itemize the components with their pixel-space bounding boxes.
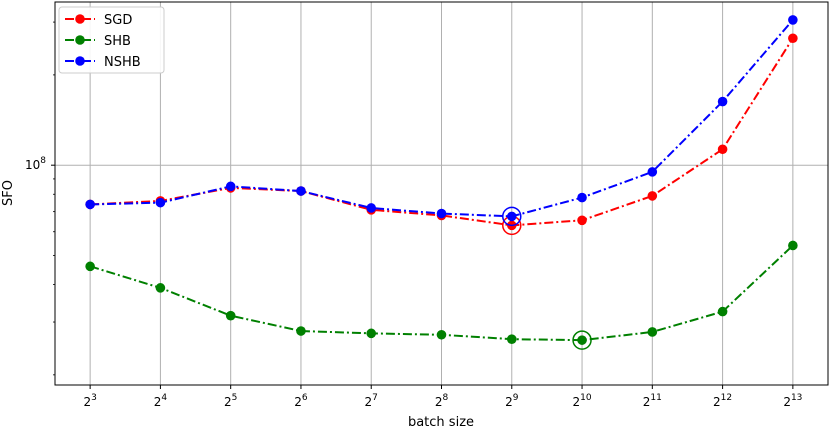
- x-tick-base: 2: [365, 395, 373, 409]
- x-tick-label: 212: [713, 393, 732, 409]
- legend-marker-shb: [75, 35, 85, 45]
- y-axis-label: SFO: [1, 180, 16, 206]
- x-tick-label: 210: [572, 393, 591, 409]
- data-point-sgd: [788, 33, 798, 44]
- data-point-nshb: [788, 15, 798, 25]
- data-point-shb: [506, 334, 517, 344]
- series-layer: [85, 15, 798, 350]
- x-tick-exponent: 9: [513, 393, 519, 403]
- x-tick-label: 29: [505, 393, 519, 409]
- x-tick-exponent: 12: [721, 393, 732, 403]
- x-tick-exponent: 6: [302, 393, 308, 403]
- x-tick-base: 2: [643, 395, 651, 409]
- data-point-shb: [788, 240, 798, 251]
- x-tick-label: 28: [435, 393, 449, 409]
- x-tick-label: 25: [224, 393, 237, 409]
- x-tick-base: 2: [783, 395, 791, 409]
- x-tick-base: 2: [713, 395, 721, 409]
- data-point-nshb: [85, 199, 95, 210]
- x-tick-exponent: 4: [161, 393, 167, 403]
- x-tick-label: 24: [154, 393, 168, 409]
- legend-label-nshb: NSHB: [104, 55, 141, 70]
- data-point-nshb: [436, 208, 447, 219]
- data-point-nshb: [577, 192, 587, 203]
- legend-marker-sgd: [75, 14, 85, 24]
- data-point-nshb: [717, 96, 728, 107]
- data-point-shb: [436, 329, 447, 340]
- x-tick-base: 2: [505, 395, 513, 409]
- data-point-shb: [296, 326, 306, 336]
- data-point-nshb: [506, 211, 517, 222]
- x-tick-base: 2: [294, 395, 302, 409]
- x-tick-base: 2: [435, 395, 443, 409]
- data-point-shb: [717, 306, 728, 317]
- x-tick-exponent: 5: [232, 393, 238, 403]
- data-point-nshb: [225, 181, 236, 192]
- x-tick-exponent: 7: [372, 393, 378, 403]
- legend-label-sgd: SGD: [104, 13, 132, 28]
- data-point-shb: [366, 328, 377, 339]
- data-point-sgd: [717, 144, 728, 155]
- data-point-sgd: [577, 215, 587, 226]
- x-tick-label: 26: [294, 393, 308, 409]
- data-point-nshb: [366, 203, 377, 213]
- grid: [55, 2, 828, 385]
- x-tick-exponent: 10: [580, 393, 592, 403]
- data-point-nshb: [647, 167, 658, 177]
- x-tick-exponent: 11: [650, 393, 661, 403]
- series-shb: [85, 240, 798, 350]
- data-point-shb: [577, 335, 587, 345]
- x-tick-label: 23: [83, 393, 96, 409]
- data-point-shb: [647, 327, 658, 337]
- x-axis-label: batch size: [408, 415, 474, 428]
- data-point-shb: [85, 261, 95, 272]
- legend-label-shb: SHB: [104, 34, 131, 49]
- optimum-marker-shb: [572, 330, 592, 350]
- x-tick-base: 2: [154, 395, 162, 409]
- x-tick-base: 2: [83, 395, 91, 409]
- x-tick-label: 213: [783, 393, 802, 409]
- y-tick-label: 108: [25, 156, 46, 172]
- y-tick-exponent: 8: [40, 156, 46, 166]
- y-axis-ticks: 108: [25, 21, 55, 376]
- x-tick-label: 211: [643, 393, 662, 409]
- x-tick-base: 2: [572, 395, 580, 409]
- y-tick-base: 10: [25, 158, 40, 172]
- legend-box: [58, 6, 165, 74]
- x-tick-base: 2: [224, 395, 232, 409]
- x-tick-label: 27: [365, 393, 378, 409]
- x-axis-ticks: 23 24 25 26 27 28 29 210 211 212 213: [83, 385, 802, 409]
- x-tick-exponent: 8: [442, 393, 448, 403]
- legend: SGD SHB NSHB: [58, 6, 165, 74]
- data-point-sgd: [647, 191, 658, 201]
- series-line-sgd: [90, 37, 794, 227]
- x-tick-exponent: 3: [91, 393, 97, 403]
- data-point-nshb: [296, 186, 306, 196]
- data-point-nshb: [155, 197, 166, 208]
- series-nshb: [85, 15, 798, 227]
- optimum-marker-nshb: [502, 206, 522, 227]
- data-point-shb: [225, 310, 236, 321]
- legend-marker-nshb: [75, 56, 85, 66]
- x-tick-exponent: 13: [791, 393, 802, 403]
- data-point-shb: [155, 283, 166, 293]
